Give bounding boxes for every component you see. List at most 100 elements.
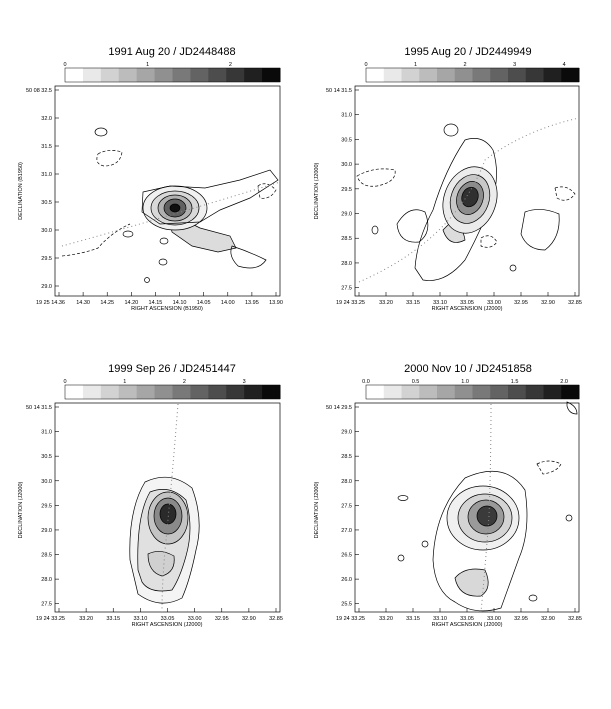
colorbar-step	[490, 385, 509, 399]
panel-plot: 0 1 2 50 08 32.5 32.0 31.5 31.0 30.5 30.0 29.5 29…	[18, 62, 283, 312]
colorbar-step	[366, 385, 385, 399]
y-tick-label: 30.5	[341, 137, 352, 143]
y-ticks: 50 14 29.5 29.0 28.5 28.0 27.5 27.0 26.5 26.0 25…	[326, 405, 359, 608]
x-axis-label: RIGHT ASCENSION (J2000)	[432, 306, 503, 312]
colorbar-step	[154, 68, 173, 82]
x-tick-label: 33.10	[133, 616, 147, 622]
colorbar-step	[172, 68, 191, 82]
y-tick-label: 31.5	[41, 144, 52, 150]
colorbar-step	[543, 385, 562, 399]
y-tick-label: 30.0	[341, 162, 352, 168]
colorbar-tick-label: 3	[243, 379, 246, 385]
contour-panel-2000: 2000 Nov 10 / JD2451858 0.0 0.5 1.0 1.5 2.0 …	[305, 340, 611, 640]
panel-title: 1991 Aug 20 / JD2448488	[108, 46, 236, 58]
colorbar-step	[472, 385, 491, 399]
x-tick-label: 32.90	[242, 616, 256, 622]
colorbar-tick-label: 3	[513, 62, 516, 68]
y-tick-label: 31.0	[341, 113, 352, 119]
colorbar-step	[262, 68, 281, 82]
x-tick-label: 33.20	[79, 616, 93, 622]
panel-title: 2000 Nov 10 / JD2451858	[404, 363, 532, 375]
colorbar-frame	[64, 67, 281, 83]
x-ticks: 19 24 33.25 33.20 33.15 33.10 33.05 33.00 32.9…	[336, 292, 582, 306]
colorbar-tick-label: 1	[123, 379, 126, 385]
x-tick-label: 14.00	[221, 300, 235, 306]
y-ticks: 50 14 31.5 31.0 30.5 30.0 29.5 29.0 28.5 28.0 27…	[326, 88, 359, 292]
colorbar-step	[100, 385, 120, 399]
y-tick-label: 30.5	[41, 200, 52, 206]
y-tick-label: 29.0	[41, 528, 52, 534]
colorbar-step	[190, 385, 209, 399]
contour-panel-1991: 1991 Aug 20 / JD2448488 0 1 2 50 08 32.5	[0, 0, 305, 340]
y-tick-label: 50 14 31.5	[26, 405, 52, 411]
y-tick-label: 29.0	[341, 212, 352, 218]
y-tick-label: 29.5	[341, 187, 352, 193]
colorbar-step	[118, 385, 138, 399]
colorbar-step	[525, 385, 544, 399]
y-tick-label: 50 14 29.5	[326, 405, 352, 411]
panel-title: 1999 Sep 26 / JD2451447	[108, 363, 236, 375]
contours	[397, 401, 578, 612]
colorbar-step	[561, 68, 580, 82]
plot-frame	[54, 85, 281, 297]
x-tick-label: 33.20	[379, 616, 393, 622]
x-axis-label: RIGHT ASCENSION (B1950)	[131, 306, 203, 312]
colorbar-tick-label: 2.0	[560, 379, 568, 385]
colorbar-step	[419, 385, 438, 399]
colorbar-step	[190, 68, 209, 82]
x-tick-label: 19 24 33.25	[336, 616, 365, 622]
y-tick-label: 30.5	[41, 454, 52, 460]
x-tick-label: 33.10	[433, 616, 447, 622]
y-tick-label: 25.5	[341, 602, 352, 608]
x-axis-label: RIGHT ASCENSION (J2000)	[132, 622, 203, 628]
x-tick-label: 33.00	[487, 616, 501, 622]
colorbar-step	[100, 68, 120, 82]
colorbar-tick-label: 2	[464, 62, 467, 68]
y-tick-label: 28.5	[341, 454, 352, 460]
x-tick-label: 14.15	[149, 300, 163, 306]
colorbar-tick-label: 1	[146, 62, 149, 68]
colorbar-step	[82, 68, 102, 82]
colorbar-step	[454, 68, 473, 82]
colorbar-tick-label: 2	[183, 379, 186, 385]
colorbar-step	[508, 385, 527, 399]
y-tick-label: 50 08 32.5	[26, 88, 52, 94]
colorbar-tick-label: 1.0	[461, 379, 469, 385]
colorbar-step	[208, 68, 227, 82]
x-tick-label: 19 24 33.25	[36, 616, 65, 622]
colorbar-step	[65, 68, 84, 82]
y-tick-label: 28.5	[341, 236, 352, 242]
y-tick-label: 26.5	[341, 553, 352, 559]
colorbar-step	[366, 68, 385, 82]
y-tick-label: 26.0	[341, 577, 352, 583]
y-axis-label: DECLINATION (J2000)	[314, 481, 320, 538]
colorbar-tick-label: 1.5	[511, 379, 519, 385]
x-ticks: 19 25 14.36 14.30 14.25 14.20 14.15 14.10 14.0…	[36, 292, 283, 306]
x-tick-label: 33.05	[161, 616, 175, 622]
colorbar-tick-label: 0	[63, 379, 66, 385]
y-tick-label: 32.0	[41, 116, 52, 122]
x-tick-label: 33.20	[379, 300, 393, 306]
x-tick-label: 32.85	[269, 616, 283, 622]
colorbar-step	[226, 385, 245, 399]
y-tick-label: 29.5	[41, 503, 52, 509]
colorbar-tick-label: 1	[414, 62, 417, 68]
x-tick-label: 14.10	[173, 300, 187, 306]
colorbar-tick-label: 0	[364, 62, 367, 68]
x-tick-label: 32.85	[568, 616, 582, 622]
colorbar-step	[172, 385, 191, 399]
colorbar-step	[490, 68, 509, 82]
x-tick-label: 32.95	[514, 616, 528, 622]
colorbar-tick-label: 2	[229, 62, 232, 68]
x-tick-label: 32.95	[215, 616, 229, 622]
jet-track	[480, 403, 492, 613]
x-tick-label: 14.25	[100, 300, 114, 306]
colorbar-step	[65, 385, 84, 399]
contours	[61, 127, 279, 283]
colorbar-step	[525, 68, 544, 82]
colorbar-frame	[365, 384, 580, 400]
colorbar-step	[136, 385, 156, 399]
colorbar: 0 1 2 3 4	[364, 62, 580, 83]
colorbar-tick-label: 0.0	[362, 379, 370, 385]
colorbar-step	[208, 385, 227, 399]
